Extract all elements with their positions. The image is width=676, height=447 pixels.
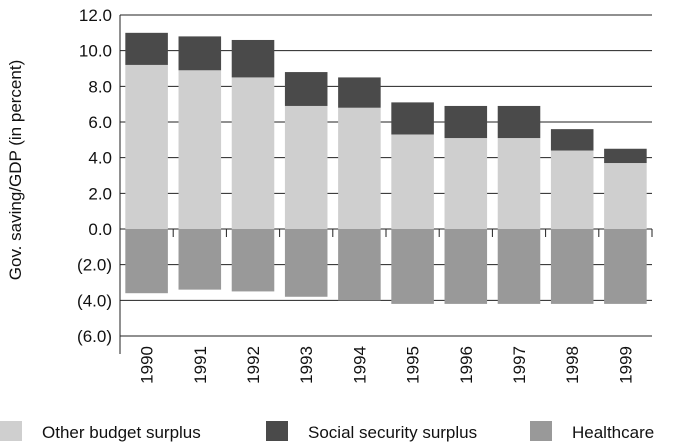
legend-label-2: Healthcare	[572, 423, 654, 442]
x-tick-label: 1993	[297, 346, 316, 384]
bar-1991-series-1	[178, 36, 222, 71]
bar-1994-series-2	[338, 229, 381, 301]
y-tick-label: (6.0)	[77, 327, 112, 346]
bar-1992-series-1	[231, 39, 275, 78]
x-tick-labels: 1990 1991 1992 1993 1994 1995 1996 1997 1998 1999	[138, 346, 636, 384]
axes	[119, 15, 653, 354]
bars	[125, 32, 647, 304]
bar-1998-series-0	[550, 150, 594, 229]
bar-1999-series-2	[604, 229, 647, 304]
legend-swatch-1	[266, 421, 288, 441]
y-tick-label: 0.0	[88, 220, 112, 239]
bar-1997-series-0	[497, 138, 541, 229]
x-tick-label: 1998	[563, 346, 582, 384]
y-axis-label: Gov. saving/GDP (in percent)	[6, 60, 25, 280]
legend: Other budget surplus Social security surp…	[0, 421, 654, 442]
y-tick-label: 6.0	[88, 113, 112, 132]
y-tick-label: 4.0	[88, 149, 112, 168]
bar-1990-series-0	[125, 64, 168, 229]
x-tick-label: 1990	[138, 346, 157, 384]
bar-1994-series-1	[338, 77, 381, 108]
x-tick-label: 1994	[350, 346, 369, 384]
bar-1998-series-1	[550, 129, 594, 151]
bar-1995-series-0	[391, 134, 434, 229]
x-tick-label: 1992	[244, 346, 263, 384]
bar-1990-series-1	[125, 32, 168, 65]
bar-1991-series-0	[178, 70, 222, 230]
x-tick-label: 1997	[510, 346, 529, 384]
legend-label-1: Social security surplus	[308, 423, 477, 442]
bar-1999-series-1	[604, 148, 647, 164]
bar-1996-series-1	[444, 105, 488, 139]
x-tick-label: 1996	[457, 346, 476, 384]
bar-1995-series-1	[391, 102, 434, 135]
x-tick-label: 1999	[616, 346, 635, 384]
bar-1997-series-1	[497, 105, 541, 139]
bar-1992-series-2	[231, 229, 275, 292]
y-tick-label: 10.0	[79, 42, 112, 61]
bar-1999-series-0	[604, 163, 647, 229]
bar-1996-series-2	[444, 229, 488, 304]
legend-label-0: Other budget surplus	[42, 423, 201, 442]
legend-swatch-2	[530, 421, 552, 441]
y-tick-labels: 12.0 10.0 8.0 6.0 4.0 2.0 0.0 (2.0) (4.0) (6.0)	[77, 6, 112, 346]
y-tick-label: 12.0	[79, 6, 112, 25]
legend-swatch-0	[0, 421, 22, 441]
bar-1992-series-0	[231, 77, 275, 230]
bar-1993-series-0	[284, 105, 328, 229]
bar-1990-series-2	[125, 229, 168, 294]
bar-1993-series-1	[284, 72, 328, 106]
x-tick-label: 1995	[404, 346, 423, 384]
x-tick-label: 1991	[191, 346, 210, 384]
bar-1995-series-2	[391, 229, 434, 304]
bar-1998-series-2	[550, 229, 594, 304]
y-tick-label: 8.0	[88, 77, 112, 96]
bar-1993-series-2	[284, 229, 328, 297]
y-tick-label: (4.0)	[77, 291, 112, 310]
y-tick-label: (2.0)	[77, 256, 112, 275]
bar-1996-series-0	[444, 138, 488, 229]
bar-1997-series-2	[497, 229, 541, 304]
bar-1991-series-2	[178, 229, 222, 290]
y-tick-label: 2.0	[88, 184, 112, 203]
bar-1994-series-0	[338, 107, 381, 229]
